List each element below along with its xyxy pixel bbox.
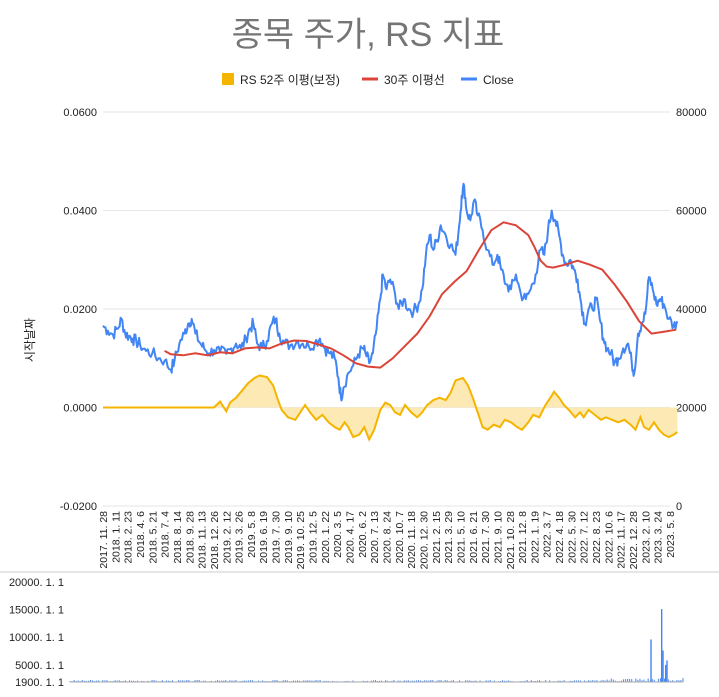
mini-tick-label: 5000. 1. 1 <box>15 660 64 672</box>
x-tick-label: 2019. 6. 19 <box>258 511 270 564</box>
x-tick-label: 2019. 10. 25 <box>295 511 307 570</box>
x-tick-label: 2020. 6. 2 <box>357 511 369 558</box>
x-tick-label: 2020. 8. 24 <box>382 511 394 564</box>
mini-tick-label: 1900. 1. 1 <box>15 677 64 689</box>
x-tick-label: 2023. 5. 8 <box>665 511 677 558</box>
series-rs-line <box>103 374 678 442</box>
x-tick-label: 2023. 2. 10 <box>640 511 652 564</box>
x-tick-label: 2017. 11. 28 <box>98 511 110 569</box>
legend-label: RS 52주 이평(보정) <box>240 73 340 87</box>
x-tick-label: 2023. 3. 24 <box>653 511 665 564</box>
mini-tick-label: 15000. 1. 1 <box>9 605 64 617</box>
legend-swatch <box>222 73 234 85</box>
chart-title: 종목 주가, RS 지표 <box>232 16 505 54</box>
left-tick-label: 0.0400 <box>63 206 97 218</box>
left-axis: -0.0200 0.0000 0.0200 0.0400 0.0600 <box>60 107 97 513</box>
mini-tick-label: 10000. 1. 1 <box>9 632 64 644</box>
x-tick-label: 2018. 8. 14 <box>172 511 184 564</box>
x-tick-label: 2020. 10. 7 <box>394 511 406 564</box>
x-tick-label: 2021. 10. 28 <box>505 511 517 570</box>
x-tick-label: 2019. 12. 5 <box>308 511 320 564</box>
x-tick-label: 2021. 6. 21 <box>468 511 480 564</box>
x-tick-label: 2018. 11. 13 <box>197 511 209 569</box>
right-tick-label: 20000 <box>676 403 707 415</box>
legend-label: 30주 이평선 <box>384 73 445 87</box>
x-tick-label: 2019. 7. 30 <box>271 511 283 564</box>
legend[interactable]: RS 52주 이평(보정) 30주 이평선 Close <box>222 73 514 87</box>
right-tick-label: 40000 <box>676 304 707 316</box>
x-tick-label: 2022. 12. 28 <box>628 511 640 570</box>
legend-label: Close <box>483 73 514 87</box>
x-tick-label: 2021. 3. 29 <box>443 511 455 564</box>
x-tick-label: 2021. 9. 10 <box>492 511 504 564</box>
x-tick-label: 2019. 5. 8 <box>246 511 258 558</box>
mini-tick-label: 20000. 1. 1 <box>9 577 64 589</box>
x-tick-label: 2018. 5. 21 <box>147 511 159 564</box>
x-tick-label: 2022. 1. 19 <box>529 511 541 564</box>
x-tick-label: 2020. 4. 17 <box>345 511 357 564</box>
x-tick-label: 2018. 9. 28 <box>184 511 196 564</box>
legend-item[interactable]: RS 52주 이평(보정) <box>222 73 340 87</box>
x-tick-label: 2020. 11. 18 <box>406 511 418 569</box>
gridlines <box>103 111 670 507</box>
x-tick-label: 2022. 8. 23 <box>591 511 603 564</box>
x-tick-label: 2022. 4. 18 <box>554 511 566 564</box>
x-tick-label: 2022. 7. 12 <box>579 511 591 564</box>
x-tick-label: 2020. 12. 30 <box>418 511 430 570</box>
x-tick-label: 2021. 12. 8 <box>517 511 529 564</box>
left-tick-label: -0.0200 <box>60 501 97 513</box>
right-tick-label: 60000 <box>676 206 707 218</box>
series-ma-line <box>164 221 677 369</box>
x-tick-label: 2021. 2. 15 <box>431 511 443 564</box>
x-tick-label: 2022. 11. 17 <box>616 511 628 569</box>
left-tick-label: 0.0000 <box>63 403 97 415</box>
x-tick-label: 2019. 3. 26 <box>234 511 246 564</box>
left-tick-label: 0.0200 <box>63 304 97 316</box>
x-tick-label: 2021. 7. 30 <box>480 511 492 564</box>
x-tick-label: 2019. 2. 12 <box>221 511 233 564</box>
x-tick-label: 2018. 4. 6 <box>135 511 147 558</box>
x-tick-label: 2022. 3. 7 <box>542 511 554 558</box>
x-tick-label: 2022. 5. 30 <box>566 511 578 564</box>
series-close-line <box>102 182 679 402</box>
y-axis-label: 시작날짜 <box>23 318 37 362</box>
x-tick-label: 2018. 7. 4 <box>160 511 172 558</box>
x-tick-label: 2020. 1. 22 <box>320 511 332 564</box>
right-tick-label: 80000 <box>676 107 707 119</box>
x-tick-label: 2018. 1. 11 <box>110 511 122 563</box>
right-tick-label: 0 <box>676 501 682 513</box>
right-axis: 0 20000 40000 60000 80000 <box>676 107 707 513</box>
range-selector-chart[interactable]: 20000. 1. 1 15000. 1. 1 10000. 1. 1 5000. 1… <box>9 577 684 689</box>
x-tick-label: 2020. 7. 13 <box>369 511 381 564</box>
plot-area <box>102 182 679 442</box>
x-axis: 2017. 11. 28 2018. 1. 11 2018. 2. 23 2018. … <box>98 511 677 570</box>
series-rs-area <box>103 375 678 440</box>
x-tick-label: 2021. 5. 10 <box>455 511 467 564</box>
x-tick-label: 2019. 9. 10 <box>283 511 295 564</box>
x-tick-label: 2022. 10. 6 <box>603 511 615 564</box>
x-tick-label: 2018. 12. 26 <box>209 511 221 570</box>
x-tick-label: 2020. 3. 5 <box>332 511 344 558</box>
legend-item[interactable]: Close <box>461 73 514 87</box>
legend-item[interactable]: 30주 이평선 <box>362 73 445 87</box>
left-tick-label: 0.0600 <box>63 107 97 119</box>
x-tick-label: 2018. 2. 23 <box>123 511 135 564</box>
